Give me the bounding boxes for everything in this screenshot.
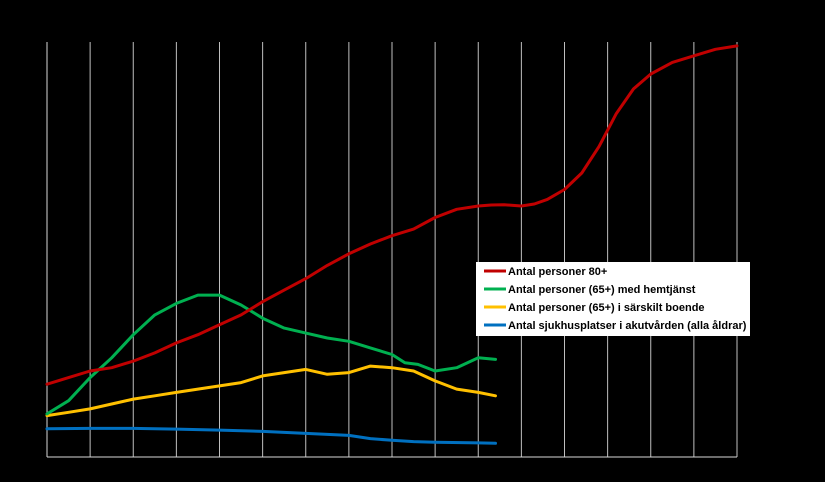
legend-label-sjukhusplatser: Antal sjukhusplatser i akutvården (alla … [508,320,747,332]
series-line-1 [45,293,497,416]
axes [46,42,737,458]
legend-label-sarskilt-boende: Antal personer (65+) i särskilt boende [508,302,705,314]
legend-items: Antal personer 80+ Antal personer (65+) … [484,266,747,332]
legend-label-hemtjanst: Antal personer (65+) med hemtjänst [508,284,696,296]
legend-label-80plus: Antal personer 80+ [508,266,607,278]
gridlines [89,42,738,457]
legend: Antal personer 80+ Antal personer (65+) … [476,262,750,336]
series-lines [45,44,739,445]
legend-box [476,262,750,336]
series-line-3 [45,426,497,445]
series-line-2 [45,364,497,418]
series-line-0 [45,44,739,386]
